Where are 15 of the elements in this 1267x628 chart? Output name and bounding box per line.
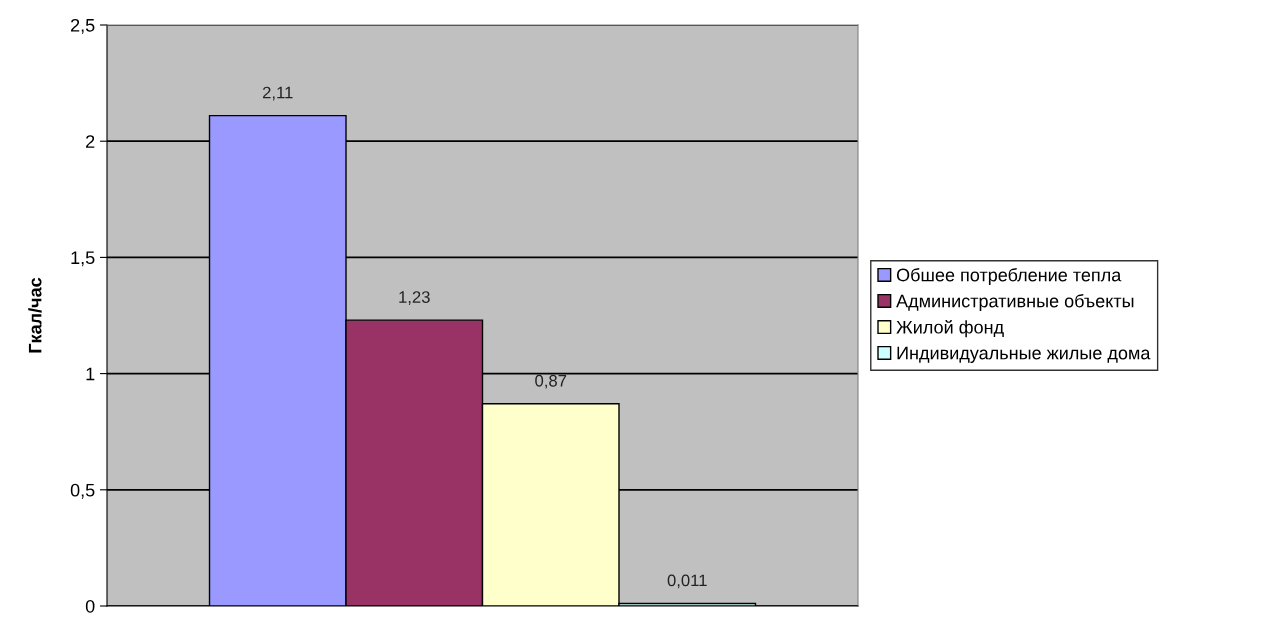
y-tick-label: 1 [86,367,95,381]
y-tick-label: 0 [85,599,95,613]
y-axis-title: Гкал/час [28,277,42,353]
y-tick-label: 2 [86,135,95,148]
data-label: 0,87 [535,374,567,389]
data-label: 0,011 [667,574,707,589]
legend-label: Административные объекты [896,294,1134,311]
y-tick-label: 0,5 [70,483,95,499]
y-tick-label: 2,5 [71,18,95,34]
legend-label: Жилой фонд [896,320,1004,338]
y-tick-label: 1,5 [71,251,95,267]
legend-label: Обшее потребление тепла [896,267,1122,285]
data-label: 1,23 [399,291,430,305]
legend-label: Индивидуальные жилые дома [897,346,1151,364]
data-label: 2,11 [262,86,293,101]
